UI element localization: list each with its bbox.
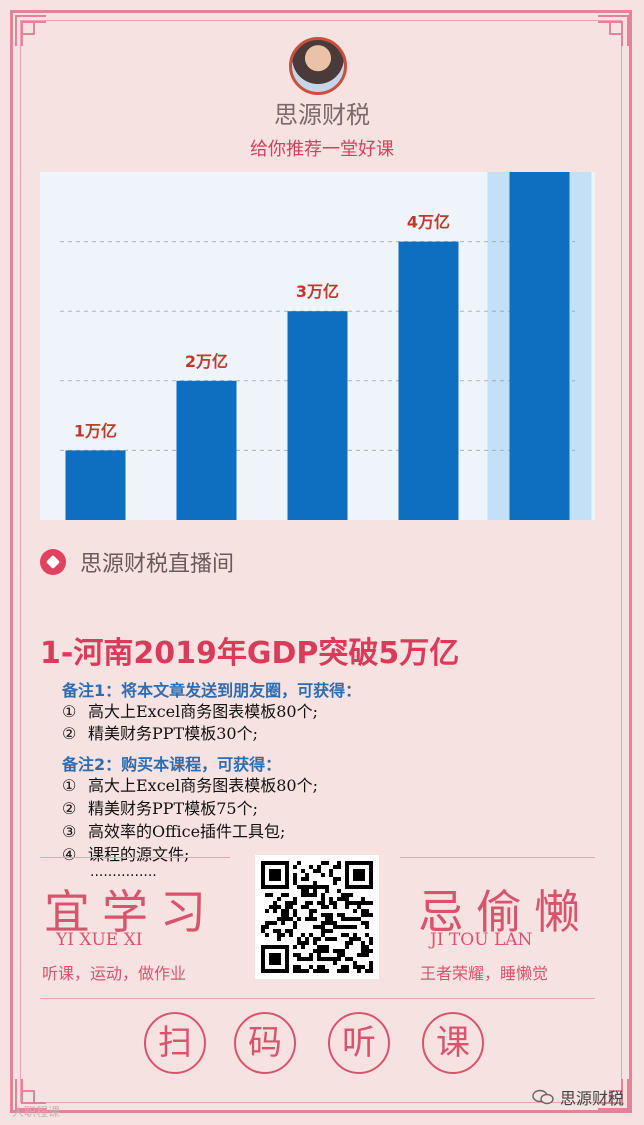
live-room-row[interactable]: 思源财税直播间	[40, 546, 234, 578]
item-number: ④	[62, 845, 77, 864]
inner-frame	[20, 20, 622, 1103]
right-desc: 王者荣耀，睡懒觉	[420, 964, 549, 983]
bar-3	[287, 311, 348, 520]
live-diamond-icon	[40, 549, 66, 575]
note-2-item-3: ③ 高效率的Office插件工具包;	[62, 818, 285, 842]
divider-bottom	[40, 998, 595, 999]
course-button[interactable]: 课	[422, 1012, 484, 1074]
data-label-4: 4万亿	[407, 213, 450, 232]
corner-ornament-bottom-left	[14, 1077, 48, 1111]
item-number: ②	[62, 799, 77, 818]
code-button[interactable]: 码	[234, 1012, 296, 1074]
chart-svg: 1万亿 2万亿 3万亿 4万亿	[60, 172, 592, 520]
avatar[interactable]	[289, 37, 347, 95]
note-1-item-1: ① 高大上Excel商务图表模板80个;	[62, 698, 318, 722]
subtitle: 给你推荐一堂好课	[250, 139, 394, 160]
corner-ornament-top-left	[14, 14, 48, 48]
data-label-2: 2万亿	[185, 352, 228, 371]
right-pinyin: JI TOU LAN	[430, 930, 533, 950]
listen-button[interactable]: 听	[328, 1012, 390, 1074]
note-2-item-2: ② 精美财务PPT模板75个;	[62, 795, 258, 819]
note-2-item-4: ④ 课程的源文件;	[62, 841, 189, 865]
qr-code[interactable]	[255, 855, 379, 979]
item-text: 高大上Excel商务图表模板80个;	[88, 776, 319, 795]
item-number: ③	[62, 822, 77, 841]
right-big-chars: 忌偷懒	[418, 885, 592, 939]
note-2-title: 备注2：购买本课程，可获得：	[62, 755, 282, 774]
item-text: 精美财务PPT模板75个;	[88, 799, 258, 818]
qr-pattern	[261, 861, 373, 973]
headline: 1-河南2019年GDP突破5万亿	[40, 636, 460, 671]
bar-chart: 1万亿 2万亿 3万亿 4万亿	[40, 172, 595, 520]
wechat-icon	[532, 1089, 554, 1105]
bar-4	[398, 241, 459, 520]
data-label-1: 1万亿	[74, 421, 117, 440]
bar-2	[176, 380, 237, 520]
note-1-item-2: ② 精美财务PPT模板30个;	[62, 720, 258, 744]
item-text: 精美财务PPT模板30个;	[88, 724, 258, 743]
item-text: 高大上Excel商务图表模板80个;	[88, 702, 319, 721]
bar-1	[65, 450, 126, 520]
data-label-3: 3万亿	[296, 282, 339, 301]
brand-name: 思源财税	[274, 101, 370, 129]
wechat-account[interactable]: 思源财税	[532, 1085, 624, 1109]
bar-5	[509, 172, 570, 520]
note-1-title: 备注1：将本文章发送到朋友圈，可获得：	[62, 681, 362, 700]
divider-right-top	[400, 857, 595, 858]
outer-frame	[10, 10, 632, 1113]
corner-ornament-bottom-right	[596, 1077, 630, 1111]
item-text: 课程的源文件;	[88, 845, 190, 864]
ellipsis-dots: ...............	[90, 864, 157, 880]
item-text: 高效率的Office插件工具包;	[88, 822, 286, 841]
left-desc: 听课，运动，做作业	[42, 964, 187, 983]
note-2-item-1: ① 高大上Excel商务图表模板80个;	[62, 772, 318, 796]
left-pinyin: YI XUE XI	[56, 930, 143, 950]
scan-button[interactable]: 扫	[144, 1012, 206, 1074]
corner-ornament-top-right	[596, 14, 630, 48]
left-big-chars: 宜学习	[44, 885, 218, 939]
watermark: 人职程课	[12, 1105, 61, 1119]
item-number: ②	[62, 724, 77, 743]
live-room-label: 思源财税直播间	[80, 552, 235, 577]
item-number: ①	[62, 776, 77, 795]
divider-left-top	[40, 857, 230, 858]
item-number: ①	[62, 702, 77, 721]
wechat-name: 思源财税	[559, 1089, 624, 1108]
